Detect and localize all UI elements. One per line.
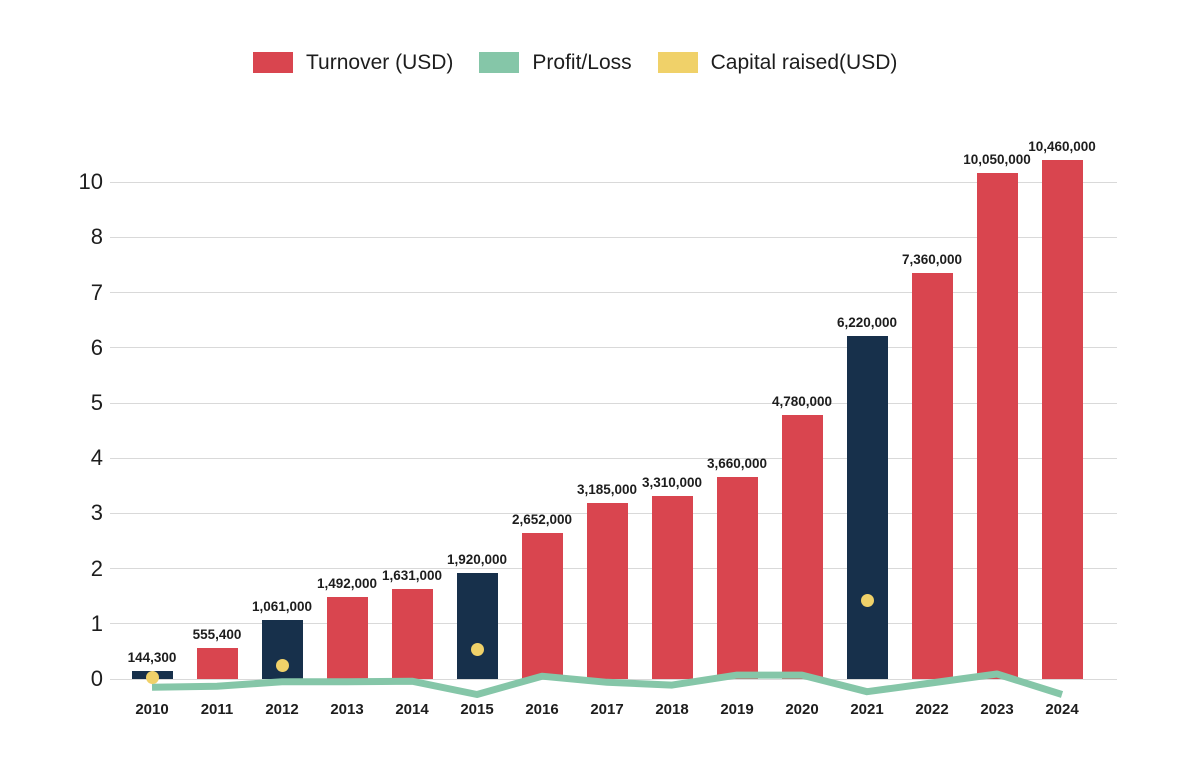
- capital-raised-dot-2021: [860, 594, 874, 608]
- bar-value-label-2010: 144,300: [127, 650, 177, 665]
- turnover-bar-2020: [781, 415, 823, 679]
- profit-loss-legend-label: Profit/Loss: [532, 51, 632, 74]
- y-tick-label-10: 10: [78, 169, 103, 195]
- turnover-bar-2018: [651, 496, 693, 679]
- y-tick-label-5: 5: [90, 390, 103, 415]
- bar-value-label-2015: 1,920,000: [446, 552, 508, 567]
- turnover-bar-2023: [976, 172, 1018, 679]
- y-tick-label-4: 4: [90, 445, 103, 471]
- capital-raised-dot-2012: [275, 659, 289, 673]
- bar-value-label-2013: 1,492,000: [316, 575, 378, 591]
- x-axis-label-2019: 2019: [720, 701, 754, 718]
- x-axis-label-2021: 2021: [850, 701, 884, 718]
- bar-value-label-2017: 3,185,000: [576, 482, 638, 498]
- y-tick-label-3: 3: [90, 500, 103, 526]
- x-axis-label-2024: 2024: [1045, 701, 1079, 718]
- chart-legend: Turnover (USD) Profit/Loss Capital raise…: [253, 52, 897, 73]
- x-axis-label-2017: 2017: [590, 701, 624, 718]
- x-axis-label-2016: 2016: [525, 701, 559, 718]
- y-tick-label-2: 2: [90, 555, 103, 581]
- capital-raised-legend-label: Capital raised(USD): [710, 51, 898, 74]
- bar-value-label-2012: 1,061,000: [251, 599, 313, 615]
- x-axis-label-2022: 2022: [915, 701, 949, 718]
- x-axis-label-2018: 2018: [655, 701, 689, 718]
- y-tick-label-6: 6: [90, 334, 103, 360]
- turnover-bar-2024: [1041, 160, 1083, 679]
- bar-value-label-2019: 3,660,000: [706, 456, 768, 471]
- gridline-4: [110, 457, 1117, 459]
- x-axis-label-2011: 2011: [200, 701, 234, 718]
- gridline-8: [110, 236, 1117, 238]
- bar-value-label-2018: 3,310,000: [641, 475, 703, 491]
- legend-item-profit-loss: Profit/Loss: [479, 51, 632, 74]
- x-axis-label-2020: 2020: [785, 701, 819, 718]
- bar-value-label-2022: 7,360,000: [901, 251, 963, 267]
- x-axis-label-2014: 2014: [395, 701, 429, 718]
- capital-raised-legend-swatch: [657, 52, 698, 73]
- turnover-bar-2019: [716, 477, 758, 679]
- turnover-bar-2013: [326, 596, 368, 679]
- gridline-5: [110, 402, 1117, 404]
- gridline-7: [110, 292, 1117, 294]
- turnover-bar-2016: [521, 532, 563, 679]
- x-axis-label-2010: 2010: [135, 701, 169, 718]
- x-axis-label-2012: 2012: [265, 701, 299, 718]
- y-tick-label-8: 8: [90, 224, 103, 250]
- bar-value-label-2021: 6,220,000: [836, 314, 898, 330]
- y-tick-label-0: 0: [90, 666, 103, 691]
- bar-value-label-2024: 10,460,000: [1028, 139, 1096, 154]
- capital-raised-dot-2015: [470, 642, 484, 656]
- highlight-bar-2015: [456, 573, 498, 679]
- turnover-bar-2022: [911, 272, 953, 679]
- bar-value-label-2020: 4,780,000: [771, 394, 833, 410]
- bar-value-label-2016: 2,652,000: [511, 511, 573, 527]
- gridline-6: [110, 347, 1117, 349]
- bar-value-label-2014: 1,631,000: [381, 568, 443, 583]
- turnover-legend-swatch: [253, 52, 293, 73]
- legend-item-capital-raised: Capital raised(USD): [657, 51, 898, 74]
- profit-loss-legend-swatch: [479, 52, 520, 73]
- x-axis-label-2023: 2023: [980, 701, 1014, 718]
- y-tick-label-7: 7: [90, 279, 103, 305]
- turnover-bar-2017: [586, 503, 628, 679]
- capital-raised-dot-2010: [145, 670, 159, 684]
- highlight-bar-2021: [846, 335, 888, 679]
- x-axis-label-2013: 2013: [330, 701, 364, 718]
- x-axis-label-2015: 2015: [460, 701, 494, 718]
- turnover-bar-2014: [391, 589, 433, 679]
- y-tick-label-1: 1: [90, 610, 103, 636]
- turnover-legend-label: Turnover (USD): [306, 51, 454, 74]
- legend-item-turnover: Turnover (USD): [253, 52, 453, 73]
- bar-value-label-2023: 10,050,000: [963, 151, 1031, 167]
- gridline-10: [110, 181, 1117, 183]
- bar-value-label-2011: 555,400: [192, 627, 242, 643]
